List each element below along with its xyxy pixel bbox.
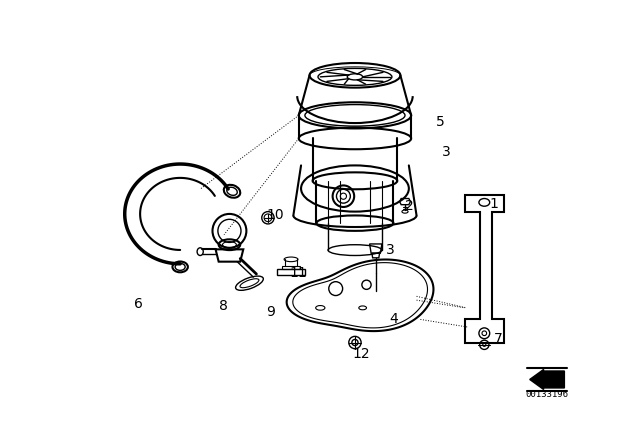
Polygon shape (530, 370, 564, 389)
Text: 6: 6 (134, 297, 143, 311)
Text: 7: 7 (493, 332, 502, 346)
Text: 8: 8 (219, 299, 228, 313)
Text: 00133196: 00133196 (525, 390, 568, 399)
Text: 5: 5 (436, 115, 445, 129)
Text: 1: 1 (490, 197, 499, 211)
Text: 11: 11 (289, 266, 307, 280)
Text: 12: 12 (353, 347, 371, 361)
Circle shape (352, 340, 358, 345)
Text: 4: 4 (390, 312, 398, 327)
Text: 10: 10 (266, 208, 284, 223)
Text: 3: 3 (442, 145, 451, 159)
Text: 9: 9 (266, 305, 275, 319)
Text: 3: 3 (386, 243, 394, 257)
Text: 2: 2 (405, 199, 413, 213)
